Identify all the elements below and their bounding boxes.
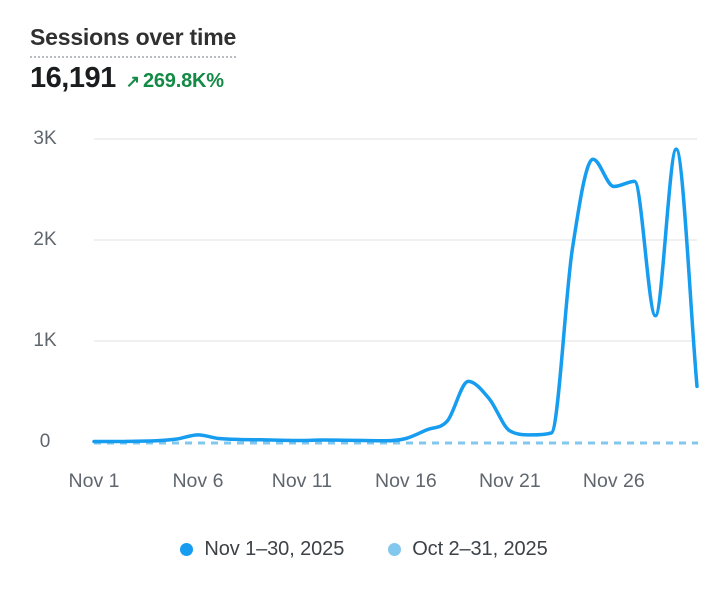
y-axis-label: 1K [33, 330, 57, 351]
chart-legend: Nov 1–30, 2025 Oct 2–31, 2025 [0, 538, 728, 561]
x-axis-label: Nov 11 [271, 470, 333, 492]
x-axis-label: Nov 1 [68, 470, 120, 492]
trend-up-arrow-icon: ↗ [125, 72, 140, 91]
previous-period-dot-icon [388, 543, 402, 556]
sessions-change-percent: 269.8K% [142, 70, 224, 92]
sessions-total-value: 16,191 [30, 62, 116, 94]
chart-title[interactable]: Sessions over time [30, 24, 236, 58]
x-axis-label: Nov 16 [374, 470, 437, 492]
legend-label-previous: Oct 2–31, 2025 [412, 538, 548, 560]
x-axis-label: Nov 26 [582, 470, 645, 492]
x-axis-label: Nov 6 [172, 470, 224, 492]
x-axis-label: Nov 21 [478, 470, 541, 492]
y-axis-label: 2K [33, 229, 57, 250]
metric-row: 16,191 ↗ 269.8K% [30, 62, 224, 95]
y-axis-label: 0 [39, 431, 51, 452]
current-period-dot-icon [180, 543, 194, 556]
legend-item-previous: Oct 2–31, 2025 [388, 538, 548, 561]
current-period-line [92, 147, 699, 444]
gridlines [94, 138, 697, 342]
y-axis-label: 3K [33, 128, 57, 149]
sessions-change: ↗ 269.8K% [126, 70, 224, 93]
legend-item-current: Nov 1–30, 2025 [180, 538, 344, 561]
legend-label-current: Nov 1–30, 2025 [204, 538, 345, 560]
